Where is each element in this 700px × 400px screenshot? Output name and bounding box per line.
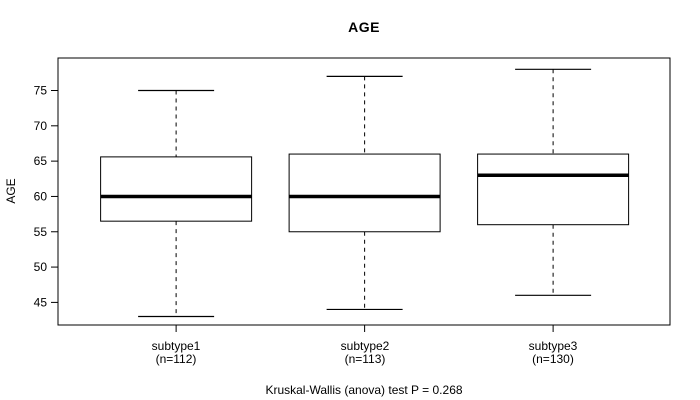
y-tick-label: 55 [34, 225, 48, 239]
group-label-text: subtype1 [151, 339, 201, 353]
group-sublabel-text: (n=130) [532, 352, 574, 366]
y-tick-label: 60 [34, 189, 48, 203]
group-label-subtype1: subtype1 (n=112) [106, 340, 246, 366]
y-tick-label: 75 [34, 83, 48, 97]
group-sublabel-text: (n=113) [344, 352, 386, 366]
iqr-box [288, 153, 441, 233]
y-tick-label: 50 [34, 260, 48, 274]
group-label-subtype3: subtype3 (n=130) [483, 340, 623, 366]
chart-title: AGE [348, 19, 380, 35]
plot-frame [57, 57, 671, 326]
kruskal-wallis-caption: Kruskal-Wallis (anova) test P = 0.268 [265, 383, 463, 397]
y-tick-label: 70 [34, 119, 48, 133]
y-tick-label: 65 [34, 154, 48, 168]
group-label-subtype2: subtype2 (n=113) [295, 340, 435, 366]
iqr-box [100, 156, 253, 222]
iqr-box [477, 153, 630, 226]
y-tick-label: 45 [34, 295, 48, 309]
group-label-text: subtype3 [528, 339, 578, 353]
group-sublabel-text: (n=112) [155, 352, 197, 366]
group-label-text: subtype2 [340, 339, 390, 353]
